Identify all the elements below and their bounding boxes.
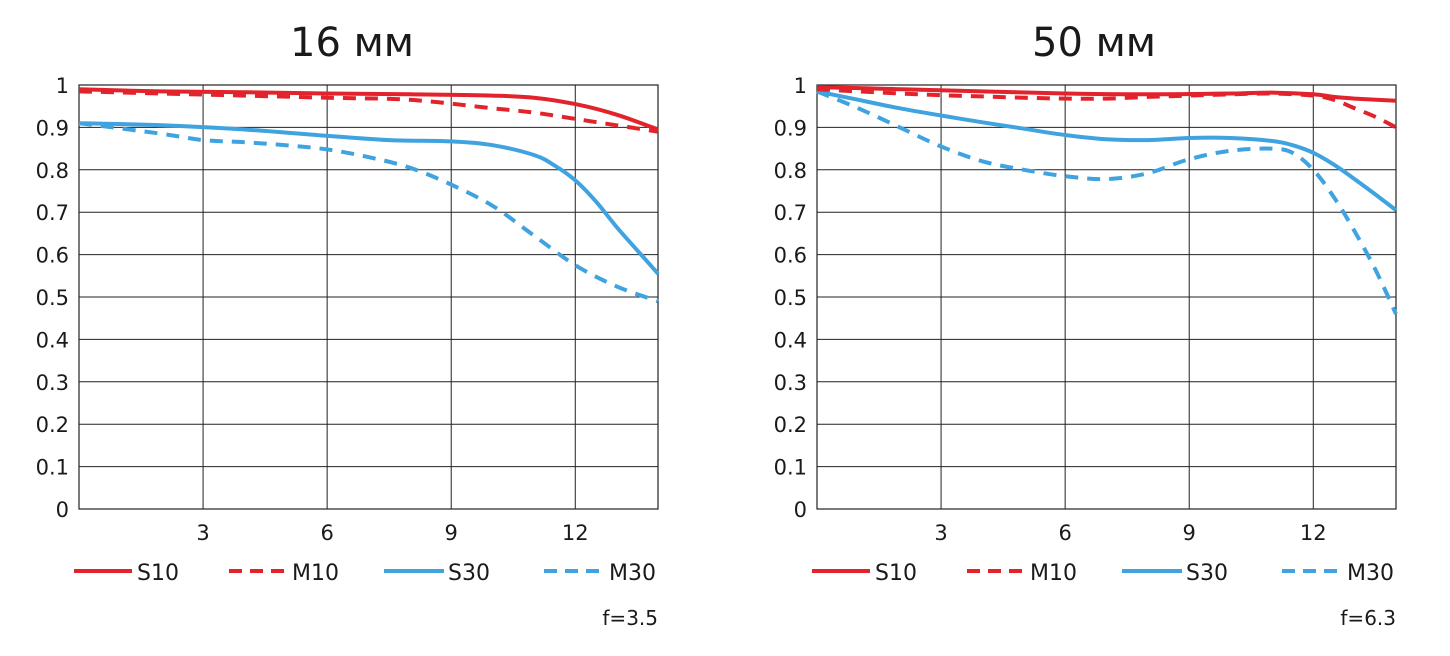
series-line-m10 (78, 89, 659, 134)
y-tick-label: 1 (56, 74, 69, 98)
chart-legend: S10 M10 S30 M30 (74, 561, 656, 586)
x-tick-label: 12 (562, 521, 589, 545)
y-tick-label: 0.7 (36, 201, 69, 225)
y-tick-label: 0.7 (774, 201, 807, 225)
y-tick-label: 0.8 (36, 159, 69, 183)
series-line-s30 (816, 89, 1398, 212)
y-tick-label: 0.2 (36, 413, 69, 437)
y-tick-label: 0.1 (36, 456, 69, 480)
x-tick-label: 3 (196, 521, 209, 545)
x-tick-label: 9 (445, 521, 458, 545)
y-tick-label: 0.1 (774, 456, 807, 480)
chart-panel-1: 16 мм 0 0.1 0.2 0.3 0.4 0.5 0.6 0.7 0.8 0.9 1 3 6 9 12 S… (36, 20, 660, 630)
plot-frame (78, 84, 659, 510)
legend-label: M10 (292, 561, 339, 586)
series-line-m10 (816, 87, 1397, 130)
aperture-label: f=6.3 (1340, 606, 1396, 630)
y-tick-label: 0.5 (36, 286, 69, 310)
y-tick-label: 0.2 (774, 413, 807, 437)
y-tick-label: 1 (794, 74, 807, 98)
chart-panel-2: 50 мм 0 0.1 0.2 0.3 0.4 0.5 0.6 0.7 0.8 0.9 1 3 6 9 12 S… (774, 20, 1398, 630)
legend-label: S10 (137, 561, 179, 586)
legend-label: M30 (609, 561, 656, 586)
y-tick-label: 0.4 (774, 328, 807, 352)
y-tick-label: 0 (794, 498, 807, 522)
y-tick-label: 0.9 (36, 116, 69, 140)
y-tick-label: 0 (56, 498, 69, 522)
y-tick-label: 0.6 (774, 244, 807, 268)
y-tick-label: 0.9 (774, 116, 807, 140)
chart-title: 16 мм (290, 20, 414, 66)
y-tick-label: 0.6 (36, 244, 69, 268)
y-tick-label: 0.5 (774, 286, 807, 310)
series-line-s10 (816, 85, 1397, 103)
series-line-m30 (816, 89, 1398, 315)
series-line-s30 (78, 121, 660, 276)
y-tick-label: 0.3 (774, 371, 807, 395)
y-tick-label: 0.4 (36, 328, 69, 352)
x-tick-label: 12 (1300, 521, 1327, 545)
legend-label: S30 (448, 561, 490, 586)
aperture-label: f=3.5 (602, 606, 658, 630)
legend-label: S30 (1186, 561, 1228, 586)
x-tick-label: 6 (320, 521, 333, 545)
chart-title: 50 мм (1032, 20, 1156, 66)
y-tick-label: 0.8 (774, 159, 807, 183)
x-tick-label: 9 (1183, 521, 1196, 545)
legend-label: M30 (1347, 561, 1394, 586)
y-tick-label: 0.3 (36, 371, 69, 395)
x-tick-label: 3 (934, 521, 947, 545)
x-tick-label: 6 (1058, 521, 1071, 545)
series-line-s10 (78, 87, 659, 132)
plot-frame (816, 84, 1397, 510)
legend-label: S10 (875, 561, 917, 586)
chart-legend: S10 M10 S30 M30 (812, 561, 1394, 586)
legend-label: M10 (1030, 561, 1077, 586)
